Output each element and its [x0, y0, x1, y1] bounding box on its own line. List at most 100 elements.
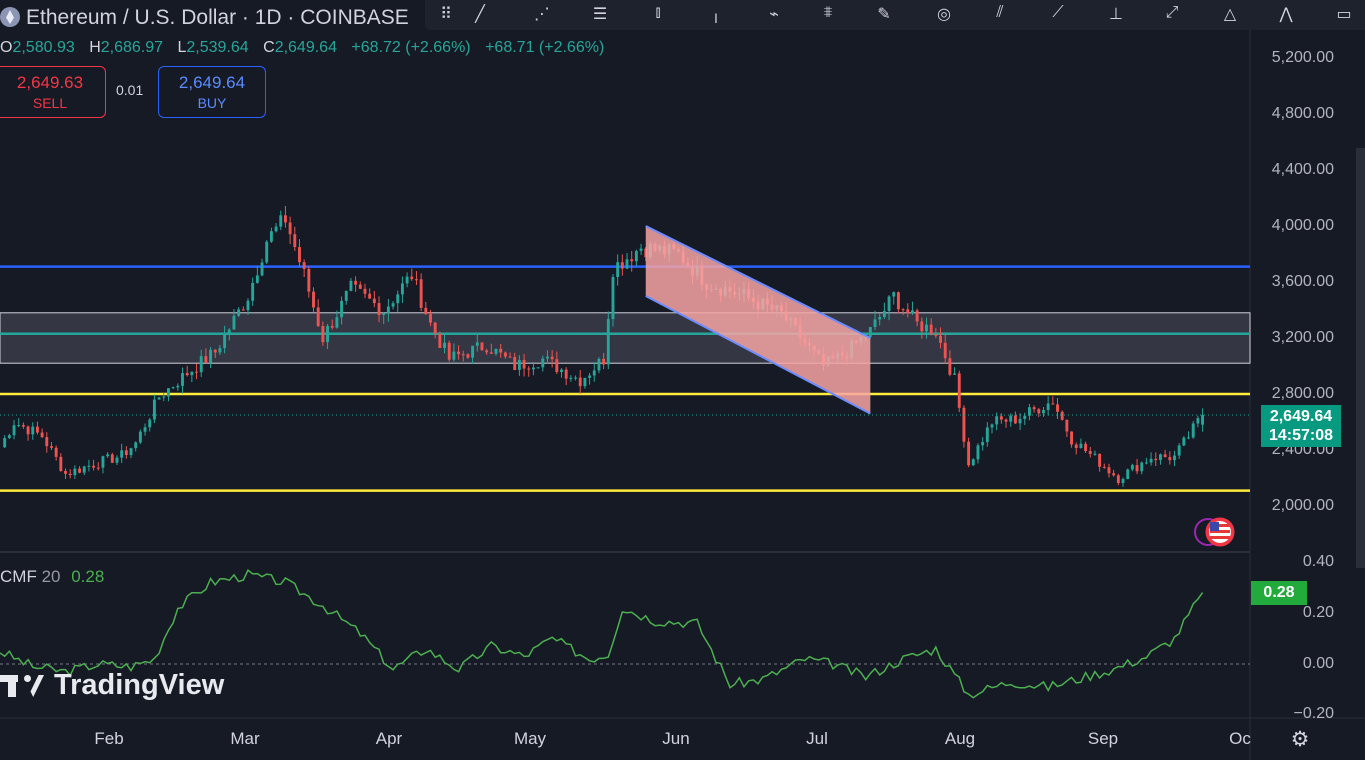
candle-body: [26, 426, 30, 435]
candle-body: [1191, 423, 1195, 438]
candle-body: [873, 319, 877, 328]
candle-body: [634, 250, 638, 262]
y-tick-label: 3,600.00: [1271, 273, 1334, 290]
candle-body: [78, 468, 81, 473]
close-value: 2,649.64: [274, 39, 337, 56]
candle-body: [630, 259, 634, 262]
more-tools-icon[interactable]: ▭: [1336, 6, 1352, 23]
cmf-line: [0, 569, 1204, 699]
candle-body: [892, 292, 896, 297]
candle-body: [1093, 453, 1097, 455]
candle-body: [143, 427, 147, 432]
candle-body: [588, 375, 592, 378]
candle-body: [246, 300, 250, 311]
path-tool-icon[interactable]: ⌁: [769, 6, 779, 23]
ray-icon[interactable]: ⟋: [1052, 4, 1064, 21]
candle-body: [260, 262, 264, 276]
candle-body: [424, 307, 428, 315]
candle-body: [995, 416, 999, 425]
candle-body: [1004, 419, 1008, 422]
cmf-legend[interactable]: CMF 20 0.28: [0, 567, 105, 586]
candle-body: [1135, 465, 1139, 472]
triangle-pattern-icon[interactable]: △: [1223, 6, 1237, 23]
candle-body: [326, 325, 329, 343]
candle-body: [639, 248, 643, 251]
candle-body: [312, 291, 315, 308]
candle-body: [106, 454, 110, 457]
brush-icon[interactable]: ✎: [877, 6, 891, 23]
candle-body: [293, 234, 297, 248]
candle-body: [1070, 431, 1073, 445]
candle-body: [887, 296, 891, 311]
y-tick-label: 4,800.00: [1271, 105, 1334, 122]
candle-body: [344, 291, 348, 301]
candle-body: [87, 465, 91, 467]
cycle-icon[interactable]: ◎: [937, 6, 951, 23]
candle-body: [1187, 437, 1190, 439]
candle-body: [466, 354, 470, 358]
candle-body: [1074, 444, 1078, 448]
candle-body: [1140, 462, 1144, 472]
candle-body: [54, 447, 58, 457]
buy-button[interactable]: 2,649.64 BUY: [158, 66, 266, 118]
candle-body: [541, 358, 545, 368]
candle-body: [882, 310, 886, 317]
candle-body: [279, 215, 283, 227]
candle-body: [209, 349, 213, 363]
candle-body: [410, 276, 414, 280]
cmf-y-tick: 0.20: [1302, 604, 1334, 621]
events-flag-icon[interactable]: [1193, 516, 1241, 548]
anchor-icon[interactable]: ⊥: [1109, 6, 1123, 23]
candle-body: [485, 350, 489, 353]
candle-body: [35, 426, 39, 433]
candle-body: [1102, 466, 1106, 468]
candle-body: [157, 397, 161, 400]
candle-body: [438, 333, 442, 348]
pattern-icon[interactable]: ⋀: [1279, 6, 1293, 23]
candle-body: [457, 351, 461, 355]
trend-line-icon[interactable]: ╱: [475, 6, 485, 23]
candle-body: [1201, 415, 1205, 425]
pitchfork-icon[interactable]: ⫽: [996, 4, 1004, 21]
candle-body: [962, 407, 966, 442]
candle-body: [298, 247, 301, 263]
x-tick-label: Feb: [94, 729, 124, 748]
candle-body: [569, 377, 573, 379]
change-value: +68.72 (+2.66%): [351, 39, 471, 56]
fib-retracement-icon[interactable]: ⋰: [534, 6, 550, 23]
candle-body: [1037, 409, 1041, 414]
candle-body: [901, 309, 905, 311]
y-tick-label: 5,200.00: [1271, 49, 1334, 66]
candle-tool-icon[interactable]: ⫾: [655, 4, 661, 21]
candle-body: [985, 427, 989, 443]
candle-body: [583, 377, 587, 387]
symbol-title[interactable]: Ethereum / U.S. Dollar · 1D · COINBASE: [0, 6, 409, 30]
settings-gear-icon[interactable]: ⚙: [1290, 728, 1310, 751]
candle-body: [1168, 457, 1172, 461]
x-tick-label: Apr: [375, 729, 403, 748]
candle-body: [269, 231, 273, 242]
candle-body: [237, 309, 241, 316]
horizontal-lines-icon[interactable]: ☰: [592, 6, 608, 23]
vertical-line-icon[interactable]: ╷: [711, 6, 721, 23]
candle-body: [1159, 454, 1162, 461]
candle-body: [50, 446, 53, 448]
drag-handle-icon[interactable]: ⠿: [440, 6, 452, 23]
x-tick-label: Aug: [944, 729, 976, 748]
candle-body: [321, 326, 325, 343]
candle-body: [447, 342, 451, 360]
candle-body: [82, 466, 86, 473]
candle-body: [372, 298, 376, 304]
candle-body: [508, 356, 512, 358]
candle-body: [531, 367, 535, 370]
node-line-icon[interactable]: ⤢: [1165, 4, 1179, 21]
parallel-channel-icon[interactable]: ⩨: [823, 4, 833, 21]
tradingview-logo-icon: [0, 673, 46, 697]
sell-button[interactable]: 2,649.63 SELL: [0, 66, 106, 118]
candle-body: [527, 368, 531, 370]
candle-body: [1107, 467, 1111, 474]
candle-body: [307, 268, 311, 292]
low-value: 2,539.64: [186, 39, 249, 56]
